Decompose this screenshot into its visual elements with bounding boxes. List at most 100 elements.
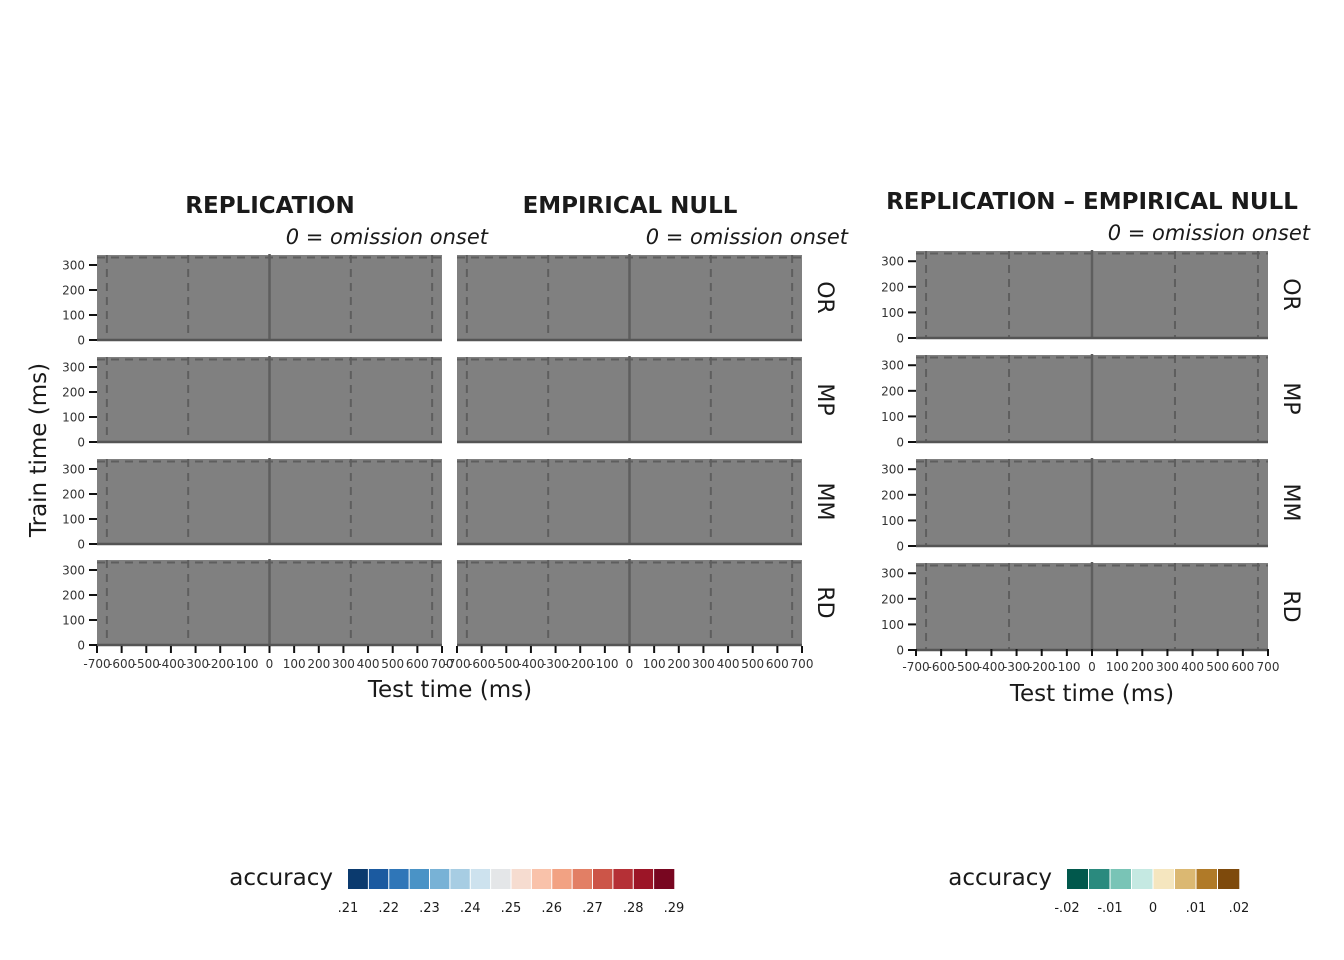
legend-swatch — [1217, 869, 1240, 889]
x-tick-label: -600 — [108, 657, 135, 671]
legend-swatch — [551, 869, 573, 889]
chart-subtitle: 0 = omission onset — [646, 225, 849, 249]
y-tick-label: 100 — [881, 618, 904, 632]
y-tick-label: 0 — [77, 538, 85, 552]
x-tick-label: -200 — [207, 657, 234, 671]
x-tick-label: -500 — [953, 660, 980, 674]
facet-label-mm: MM — [812, 483, 837, 521]
legend-swatch — [449, 869, 471, 889]
y-tick-label: 0 — [896, 644, 904, 658]
x-tick-label: 500 — [741, 657, 764, 671]
y-tick-label: 0 — [896, 540, 904, 554]
y-tick-label: 100 — [881, 514, 904, 528]
y-tick-label: 200 — [62, 488, 85, 502]
x-tick-label: -400 — [517, 657, 544, 671]
y-tick-label: 0 — [77, 334, 85, 348]
legend-swatch — [368, 869, 390, 889]
x-tick-label: 300 — [332, 657, 355, 671]
facet-label-or: OR — [1278, 278, 1303, 311]
x-tick-label: 600 — [1231, 660, 1254, 674]
y-axis-title: Train time (ms) — [26, 363, 52, 538]
x-tick-label: 0 — [266, 657, 274, 671]
y-tick-label: 300 — [881, 255, 904, 269]
legend-swatch — [633, 869, 654, 889]
legend-swatch — [592, 869, 614, 889]
x-tick-label: 100 — [283, 657, 306, 671]
y-tick-label: 300 — [62, 259, 85, 273]
facet-panel-rd: 0 100 200 300 RD — [881, 562, 1303, 658]
x-tick-label: -700 — [83, 657, 110, 671]
chart-title: EMPIRICAL NULL — [523, 193, 738, 219]
x-tick-label: -500 — [133, 657, 160, 671]
facet-label-mm: MM — [1278, 484, 1303, 522]
legend-swatch — [348, 869, 369, 889]
legend-swatch — [490, 869, 512, 889]
x-tick-label: -200 — [567, 657, 594, 671]
facet-panel-rd: RD — [457, 559, 837, 647]
y-tick-label: 200 — [62, 589, 85, 603]
facet-panel-mp: 0 100 200 300 MP — [881, 354, 1303, 450]
legend-tick-label: 0 — [1149, 901, 1157, 916]
x-tick-label: -300 — [1003, 660, 1030, 674]
legend-tick-label: .28 — [623, 901, 644, 916]
legend-swatch — [1131, 869, 1154, 889]
x-tick-label: -700 — [443, 657, 470, 671]
facet-panel-or: OR — [457, 254, 837, 342]
y-tick-label: 0 — [77, 639, 85, 653]
legend-tick-label: -.02 — [1054, 901, 1079, 916]
x-tick-label: 400 — [1181, 660, 1204, 674]
facet-panel-mp: 0 100 200 300 — [62, 356, 442, 450]
legend-tick-label: .23 — [419, 901, 440, 916]
legend-tick-label: .25 — [501, 901, 522, 916]
x-tick-label: -300 — [182, 657, 209, 671]
y-tick-label: 100 — [62, 309, 85, 323]
y-tick-label: 300 — [881, 567, 904, 581]
x-tick-label: 100 — [643, 657, 666, 671]
legend-swatch — [531, 869, 553, 889]
x-tick-label: -100 — [591, 657, 618, 671]
x-tick-label: -600 — [928, 660, 955, 674]
x-tick-label: -100 — [1053, 660, 1080, 674]
legend-swatch — [1067, 869, 1089, 889]
x-tick-label: -400 — [157, 657, 184, 671]
x-tick-label: 0 — [626, 657, 634, 671]
x-tick-label: 700 — [1257, 660, 1280, 674]
x-tick-label: 400 — [717, 657, 740, 671]
facet-panel-or: 0 100 200 300 — [62, 254, 442, 348]
legend-tick-label: .26 — [541, 901, 562, 916]
legend-tick-label: .02 — [1229, 901, 1250, 916]
x-tick-label: 500 — [381, 657, 404, 671]
facet-label-or: OR — [812, 281, 837, 314]
x-tick-label: 200 — [667, 657, 690, 671]
legend-title: accuracy — [229, 865, 333, 891]
x-tick-label: -700 — [902, 660, 929, 674]
x-axis-title: Test time (ms) — [1009, 681, 1174, 707]
y-tick-label: 0 — [77, 436, 85, 450]
x-tick-label: -400 — [978, 660, 1005, 674]
legend-swatch — [1153, 869, 1175, 889]
x-tick-label: 200 — [1131, 660, 1154, 674]
x-tick-label: -200 — [1028, 660, 1055, 674]
legend-tick-label: -.01 — [1097, 901, 1122, 916]
x-tick-label: 200 — [307, 657, 330, 671]
chart-2: REPLICATION – EMPIRICAL NULL 0 = omission… — [881, 189, 1311, 707]
y-tick-label: 0 — [896, 332, 904, 346]
x-tick-label: 600 — [766, 657, 789, 671]
legend-swatch — [1196, 869, 1218, 889]
legend-0: accuracy .21 .22 .23 .24 .25 .26 .27 .28 .29 — [229, 865, 684, 916]
x-tick-label: 600 — [406, 657, 429, 671]
x-tick-label: -300 — [542, 657, 569, 671]
x-tick-label: -100 — [231, 657, 258, 671]
legend-swatch — [653, 869, 675, 889]
legend-swatch — [470, 869, 491, 889]
legend-tick-label: .01 — [1186, 901, 1207, 916]
y-tick-label: 300 — [881, 359, 904, 373]
y-tick-label: 200 — [881, 488, 904, 502]
legend-swatch — [409, 869, 430, 889]
x-tick-label: 300 — [1156, 660, 1179, 674]
legend-2: accuracy-.02 -.01 0 .01 .02 — [948, 865, 1249, 916]
y-tick-label: 100 — [62, 614, 85, 628]
chart-1: EMPIRICAL NULL 0 = omission onset OR MP MM RD… — [443, 193, 848, 671]
